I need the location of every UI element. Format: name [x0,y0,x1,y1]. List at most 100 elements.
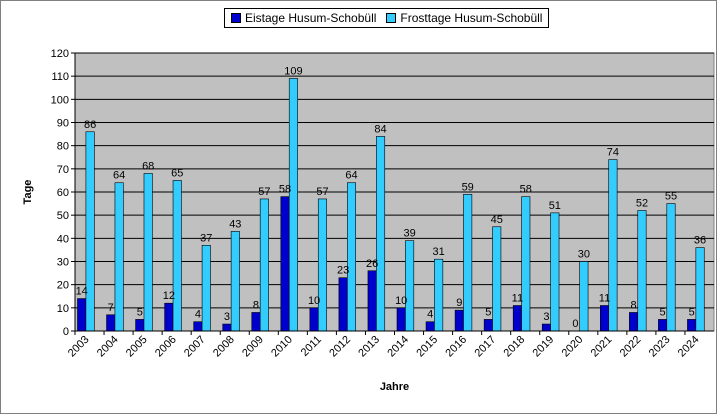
y-axis-title: Tage [22,180,34,205]
bar-eistage [193,321,203,332]
data-label-frosttage: 45 [491,214,503,226]
data-label-eistage: 14 [76,286,88,298]
bar-frosttage [288,78,298,332]
data-label-eistage: 11 [512,293,523,305]
y-tick-label: 20 [57,280,69,292]
y-tick-label: 70 [57,164,69,176]
bar-frosttage [114,182,124,332]
data-label-frosttage: 52 [636,198,648,210]
data-label-frosttage: 64 [113,170,125,182]
data-label-eistage: 7 [108,302,114,314]
x-tick-label: 2013 [356,334,382,360]
data-label-eistage: 12 [163,290,175,302]
bar-frosttage [637,210,647,332]
y-tick-label: 40 [57,233,69,245]
bar-eistage [600,305,610,332]
y-tick-label: 120 [51,48,69,60]
y-tick-label: 100 [51,94,69,106]
y-tick-label: 50 [57,210,69,222]
data-label-frosttage: 30 [578,249,590,261]
data-label-frosttage: 68 [142,160,154,172]
bar-frosttage [172,180,182,332]
bar-frosttage [579,261,589,332]
bar-frosttage [434,258,444,332]
x-tick-label: 2018 [502,334,528,360]
bar-eistage [367,270,377,332]
bar-frosttage [201,244,211,332]
data-label-eistage: 5 [660,306,666,318]
bar-eistage [512,305,522,332]
bar-frosttage [695,247,705,332]
data-label-frosttage: 57 [258,186,270,198]
bar-eistage [280,196,290,332]
bars [77,78,705,332]
data-label-frosttage: 86 [84,119,96,131]
y-tick-label: 0 [63,326,69,338]
bar-eistage [135,319,145,332]
legend-swatch-frosttage [386,13,397,23]
bar-frosttage [608,159,618,332]
legend-label-eistage: Eistage Husum-Schobüll [245,11,377,25]
x-tick-label: 2014 [385,334,411,360]
x-tick-label: 2017 [472,334,498,360]
data-label-eistage: 5 [485,306,491,318]
bar-frosttage [463,194,473,332]
data-label-eistage: 0 [572,318,578,330]
data-label-frosttage: 51 [549,200,561,212]
y-tick-label: 30 [57,257,69,269]
x-tick-label: 2019 [531,334,557,360]
x-tick-label: 2015 [414,334,440,360]
x-tick-label: 2004 [95,334,121,360]
x-tick-label: 2009 [240,334,266,360]
data-label-eistage: 8 [631,299,637,311]
y-tick-label: 60 [57,187,69,199]
bar-frosttage [259,198,269,332]
bar-frosttage [347,182,357,332]
data-label-frosttage: 55 [665,191,677,203]
data-label-eistage: 11 [599,293,610,305]
x-tick-label: 2021 [589,334,615,360]
y-tick-label: 110 [51,71,69,83]
legend-entry-eistage: Eistage Husum-Schobüll [231,11,376,25]
bar-eistage [658,319,668,332]
data-label-eistage: 23 [337,265,349,277]
bar-eistage [483,319,493,332]
x-tick-label: 2007 [182,334,208,360]
x-tick-label: 2012 [327,334,353,360]
bar-eistage [309,307,319,332]
bar-frosttage [85,131,95,332]
data-label-frosttage: 57 [316,186,328,198]
bar-frosttage [666,203,676,332]
bar-eistage [164,302,174,332]
bar-frosttage [550,212,560,332]
data-label-eistage: 8 [253,299,259,311]
legend-swatch-eistage [231,13,241,23]
x-tick-label: 2016 [443,334,469,360]
data-label-frosttage: 109 [284,65,302,77]
x-tick-label: 2022 [618,334,644,360]
data-label-frosttage: 31 [433,246,445,258]
bar-eistage [629,312,639,332]
data-label-eistage: 10 [308,295,320,307]
x-tick-label: 2005 [124,334,150,360]
x-tick-label: 2011 [299,334,324,359]
data-label-eistage: 5 [689,306,695,318]
data-label-frosttage: 84 [374,123,386,135]
bar-eistage [425,321,435,332]
legend-entry-frosttage: Frosttage Husum-Schobüll [386,11,542,25]
bar-eistage [338,277,348,332]
x-tick-label: 2020 [560,334,586,360]
bar-frosttage [143,173,153,332]
data-label-eistage: 26 [366,258,378,270]
data-label-frosttage: 64 [345,170,357,182]
bar-frosttage [317,198,327,332]
y-tick-label: 10 [57,303,69,315]
data-label-eistage: 3 [224,311,230,323]
bar-frosttage [376,136,386,332]
bar-eistage [251,312,261,332]
data-label-eistage: 3 [543,311,549,323]
data-label-frosttage: 74 [607,147,619,159]
data-label-frosttage: 43 [229,218,241,230]
x-tick-label: 2003 [66,334,92,360]
